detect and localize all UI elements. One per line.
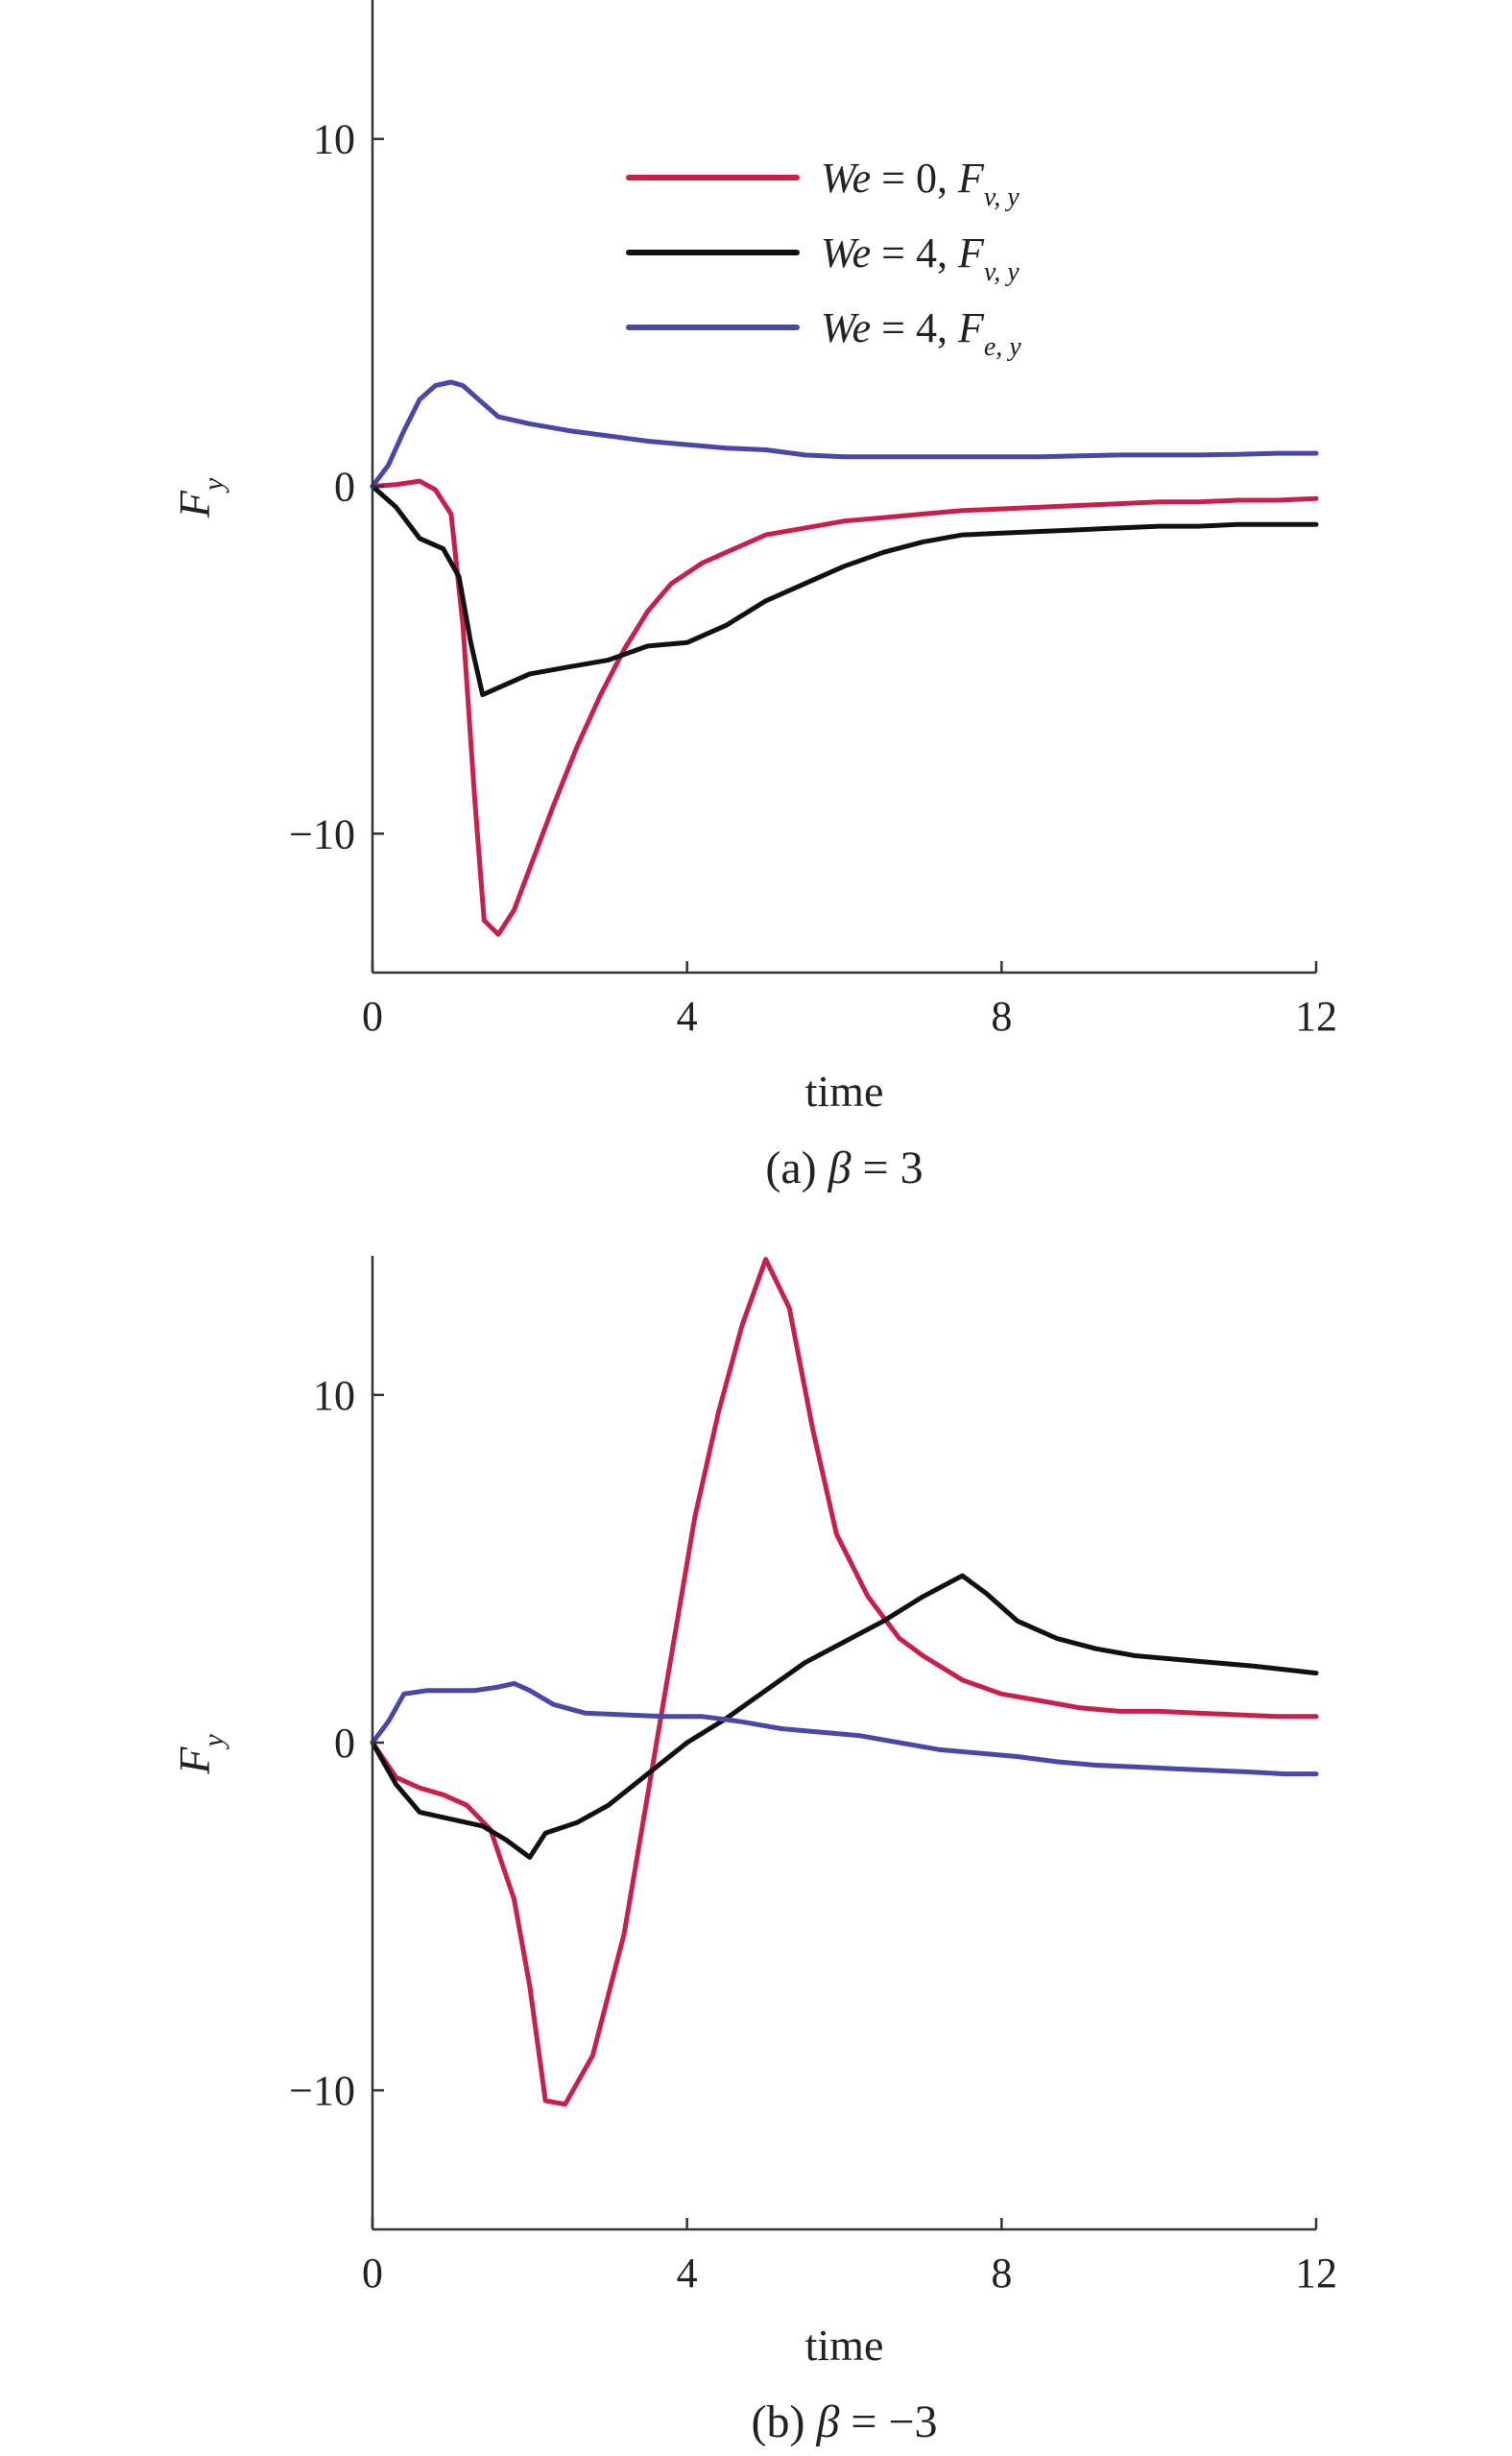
panel-a-caption: (a) β = 3 [765, 1143, 923, 1193]
panel-a-y-axis-label: Fy [170, 477, 229, 518]
panel-a-x-tick-label: 4 [677, 993, 698, 1040]
panel-a-x-tick-label: 0 [362, 993, 383, 1040]
panel-a-x-axis-label: time [805, 1067, 884, 1116]
panel-b-y-axis-label: Fy [170, 1734, 229, 1775]
panel-a-x-tick-label: 8 [991, 993, 1012, 1040]
panel-a-series-1-line [370, 478, 1319, 937]
legend-label-1: We = 0, Fv, y [821, 155, 1020, 212]
panel-b-x-tick-label: 4 [677, 2250, 698, 2297]
panel-b-series-3-line [370, 1680, 1319, 1777]
panel-b-caption: (b) β = −3 [751, 2396, 937, 2447]
panel-b-x-axis-label: time [805, 2321, 884, 2370]
panel-b-y-tick-label: 0 [334, 1720, 355, 1767]
panel-a-series-3-line [370, 379, 1319, 489]
panel-b-x-tick-label: 0 [362, 2250, 383, 2297]
panel-b-y-tick-label: −10 [289, 2067, 355, 2114]
panel-a-y-tick-label: 0 [334, 464, 355, 511]
panel-a-y-tick-label: −10 [289, 810, 355, 857]
panel-b-y-tick-label: 10 [313, 1372, 355, 1419]
panel-a-y-tick-label: 10 [313, 116, 355, 163]
panel-b-axes: 0 4 8 12 −10 0 10 [289, 1256, 1337, 2297]
legend-label-3: We = 4, Fe, y [821, 304, 1021, 362]
panel-a-series-layer [370, 379, 1319, 937]
legend-label-2: We = 4, Fv, y [821, 229, 1020, 287]
panel-b: 0 4 8 12 −10 0 10 Fy time (b) β = −3 [170, 1256, 1337, 2447]
panel-b-series-1-line [370, 1257, 1319, 2107]
panel-a-series-2-line [370, 484, 1319, 698]
panel-a-axes: 0 4 8 12 −10 0 10 [289, 0, 1337, 1040]
panel-b-series-2-line [370, 1573, 1319, 1860]
panel-b-x-tick-label: 8 [991, 2250, 1012, 2297]
panel-a-x-tick-label: 12 [1295, 993, 1337, 1040]
panel-a: 0 4 8 12 −10 0 10 Fy time (a) β = 3 [170, 0, 1337, 1193]
legend: We = 0, Fv, y We = 4, Fv, y We = 4, Fe, y [626, 155, 1021, 362]
panel-b-series-layer [370, 1257, 1319, 2107]
panel-b-x-tick-label: 12 [1295, 2250, 1337, 2297]
